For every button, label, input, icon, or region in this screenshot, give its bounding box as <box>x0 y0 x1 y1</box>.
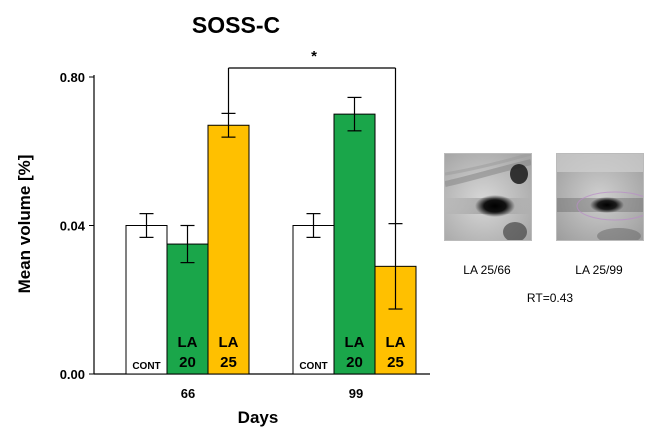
bar-chart: SOSS-C Mean volume [%] Days 0.00 0.04 0.80… <box>15 12 430 427</box>
gel-spot-image <box>557 154 643 240</box>
bar-la-20-99 <box>333 113 376 375</box>
x-axis-label: Days <box>238 408 279 427</box>
bar-la-25-99 <box>374 265 417 375</box>
bar-label: LA <box>178 334 198 351</box>
gel-caption-la25-66: LA 25/66 <box>463 263 511 277</box>
x-tick-label: 66 <box>181 386 195 401</box>
gel-image-la25-66 <box>444 153 532 241</box>
chart-title: SOSS-C <box>192 12 280 38</box>
bar-label: 20 <box>346 354 363 371</box>
bar-label: 25 <box>387 354 404 371</box>
bar-la-20-66 <box>166 243 209 375</box>
bar-label: CONT <box>299 361 327 372</box>
y-axis-label: Mean volume [%] <box>15 155 34 294</box>
bar-cont-66 <box>125 225 168 375</box>
bar-cont-99 <box>292 225 335 375</box>
bar-label: 25 <box>220 354 237 371</box>
y-tick-label: 0.00 <box>60 367 85 382</box>
plot-area: 0.00 0.04 0.80 66 CONT LA 20 LA 25 99 CONT LA 20 LA 25… <box>60 48 430 401</box>
bar-label: CONT <box>132 361 160 372</box>
gel-spot-image <box>445 154 531 240</box>
gel-image-la25-99 <box>556 153 644 241</box>
bar-label: 20 <box>179 354 196 371</box>
significance-marker: * <box>311 48 317 65</box>
rt-caption: RT=0.43 <box>526 291 574 305</box>
x-tick-label: 99 <box>349 386 363 401</box>
bar-label: LA <box>219 334 239 351</box>
bar-label: LA <box>386 334 406 351</box>
gel-caption-la25-99: LA 25/99 <box>575 263 623 277</box>
y-tick-label: 0.04 <box>60 219 86 234</box>
bar-la-25-66 <box>207 124 250 375</box>
y-tick-label: 0.80 <box>60 70 85 85</box>
bar-label: LA <box>345 334 365 351</box>
